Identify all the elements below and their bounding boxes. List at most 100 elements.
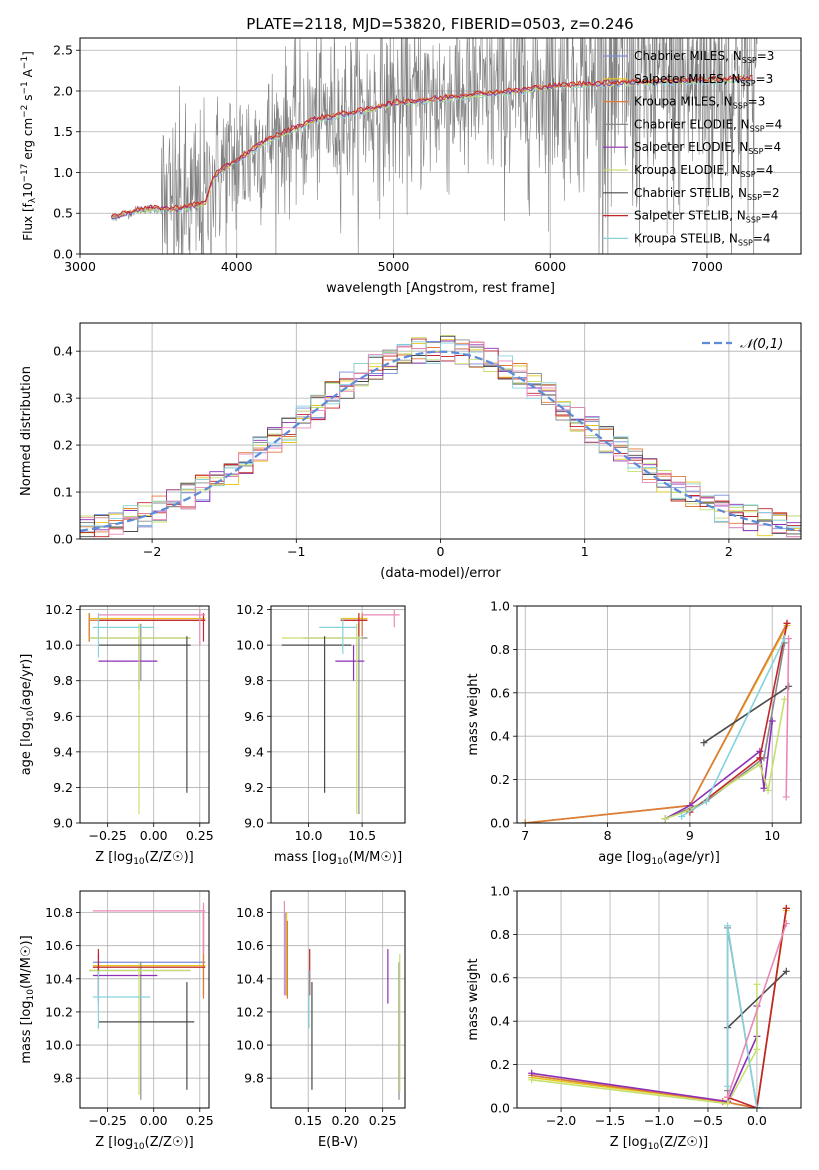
weight-series [664, 720, 773, 820]
x-tick-label: 0.15 [294, 1113, 322, 1128]
panel-age_vs_Z: −0.25 0.00 0.25 9.0 9.2 9.4 9.6 9.8 10.0 10.2 Z [l… [19, 602, 214, 867]
y-axis-label: Normed distribution [19, 366, 34, 496]
panel-weight_vs_age: 7 8 9 10 0.0 0.2 0.4 0.6 0.8 1.0 age [log10(age/yr… [466, 599, 802, 867]
y-tick-label: 0.2 [490, 1057, 510, 1072]
weight-marker [753, 1104, 761, 1108]
y-tick-label: 1.0 [53, 165, 73, 180]
x-axis-label: wavelength [Angstrom, rest frame] [326, 281, 555, 296]
plot-area [88, 609, 206, 815]
y-tick-label: 1.0 [490, 884, 510, 899]
y-tick-label: 10.0 [45, 1038, 73, 1053]
y-tick-label: 9.2 [53, 780, 73, 795]
grid [517, 605, 801, 824]
grid [517, 890, 801, 1109]
plot-area [283, 900, 401, 1100]
axes-frame [270, 605, 406, 824]
x-tick-label: 4000 [221, 259, 253, 274]
y-tick-label: 0.0 [490, 1101, 510, 1116]
weight-series [727, 908, 788, 1108]
weight-series [525, 623, 788, 823]
error-bar [92, 970, 151, 1029]
panel-weight_vs_Z: −2.0 −1.5 −1.0 −0.5 0.0 0.0 0.2 0.4 0.6 0.8 1.0 Z [… [466, 884, 802, 1152]
axes-frame [270, 890, 406, 1109]
error-bar [98, 613, 206, 642]
weight-marker [783, 619, 791, 627]
panel-spectrum: 3000 4000 5000 6000 7000 0.0 0.5 1.0 1.5 2.0 2.5 wa… [20, 37, 802, 296]
legend-label: Kroupa MILES, NSSP=3 [634, 95, 765, 111]
error-bar [92, 912, 206, 996]
model-spectrum [110, 75, 753, 218]
error-bar [98, 609, 206, 646]
y-tick-label: 0.6 [490, 970, 510, 985]
y-axis-label: mass [log10(M/M☉)] [19, 935, 36, 1063]
y-tick-label: 0.2 [53, 438, 73, 453]
weight-series [664, 699, 786, 820]
plot-area [80, 335, 801, 538]
y-tick-label: 0.8 [490, 927, 510, 942]
legend-label: Salpeter MILES, NSSP=3 [634, 72, 773, 88]
y-axis-label: age [log10(age/yr)] [19, 654, 36, 776]
axes-frame [79, 322, 802, 540]
weight-series [785, 638, 790, 798]
x-tick-label: −0.25 [88, 828, 126, 843]
x-tick-label: 5000 [378, 259, 410, 274]
error-bar [362, 609, 400, 628]
error-bar [92, 948, 206, 996]
y-axis-label: mass weight [466, 958, 481, 1040]
x-tick-label: 10 [764, 828, 780, 843]
x-tick-label: −0.25 [88, 1113, 126, 1128]
x-tick-label: 9 [686, 828, 694, 843]
x-tick-label: 0.20 [332, 1113, 360, 1128]
y-tick-label: 1.5 [53, 124, 73, 139]
y-tick-label: 9.8 [244, 673, 264, 688]
weight-marker [678, 812, 686, 820]
error-bar [89, 623, 191, 815]
x-axis-label: Z [log10(Z/Z☉)] [610, 1135, 708, 1152]
error-bar [98, 982, 195, 1090]
weight-marker [756, 754, 764, 762]
weight-marker [661, 815, 669, 823]
axes-frame [79, 890, 210, 1109]
histogram-series [80, 341, 801, 538]
weight-marker [756, 760, 764, 768]
x-axis-label: age [log10(age/yr)] [598, 850, 720, 867]
axes-frame [79, 37, 802, 255]
y-tick-label: 10.6 [236, 938, 264, 953]
weight-series [525, 625, 788, 823]
y-tick-label: 10.4 [45, 971, 73, 986]
y-tick-label: 9.2 [244, 780, 264, 795]
legend-label: Kroupa ELODIE, NSSP=4 [634, 163, 773, 179]
x-axis-label: mass [log10(M/M☉)] [274, 850, 402, 867]
x-tick-label: 7000 [691, 259, 723, 274]
error-bar [92, 912, 206, 996]
y-tick-label: 9.4 [244, 744, 264, 759]
y-tick-label: 0.4 [490, 729, 510, 744]
y-tick-label: 0.0 [490, 816, 510, 831]
y-tick-label: 0.0 [53, 532, 73, 547]
weight-marker [724, 1100, 732, 1108]
axes-frame [516, 890, 802, 1109]
plot-area [521, 619, 793, 823]
legend-label: Kroupa STELIB, NSSP=4 [634, 231, 771, 247]
y-tick-label: 0.5 [53, 206, 73, 221]
weight-marker [782, 920, 790, 928]
weight-marker [768, 717, 776, 725]
weight-marker [753, 1045, 761, 1053]
x-tick-label: 10.0 [295, 828, 323, 843]
error-bar [340, 613, 368, 637]
grid [271, 891, 405, 1108]
y-tick-label: 10.0 [236, 638, 264, 653]
x-axis-label: (data-model)/error [380, 566, 501, 581]
legend-label: Salpeter ELODIE, NSSP=4 [634, 140, 781, 156]
x-tick-label: 3000 [64, 259, 96, 274]
plot-area [281, 609, 400, 815]
error-bar [340, 613, 368, 637]
error-bar [340, 613, 368, 637]
y-tick-label: 10.6 [45, 938, 73, 953]
y-tick-label: 10.8 [45, 905, 73, 920]
y-axis-label: mass weight [466, 673, 481, 755]
legend-label: Chabrier MILES, NSSP=3 [634, 49, 774, 65]
y-tick-label: 10.4 [236, 971, 264, 986]
weight-series [726, 925, 758, 1108]
error-bar [303, 623, 368, 815]
